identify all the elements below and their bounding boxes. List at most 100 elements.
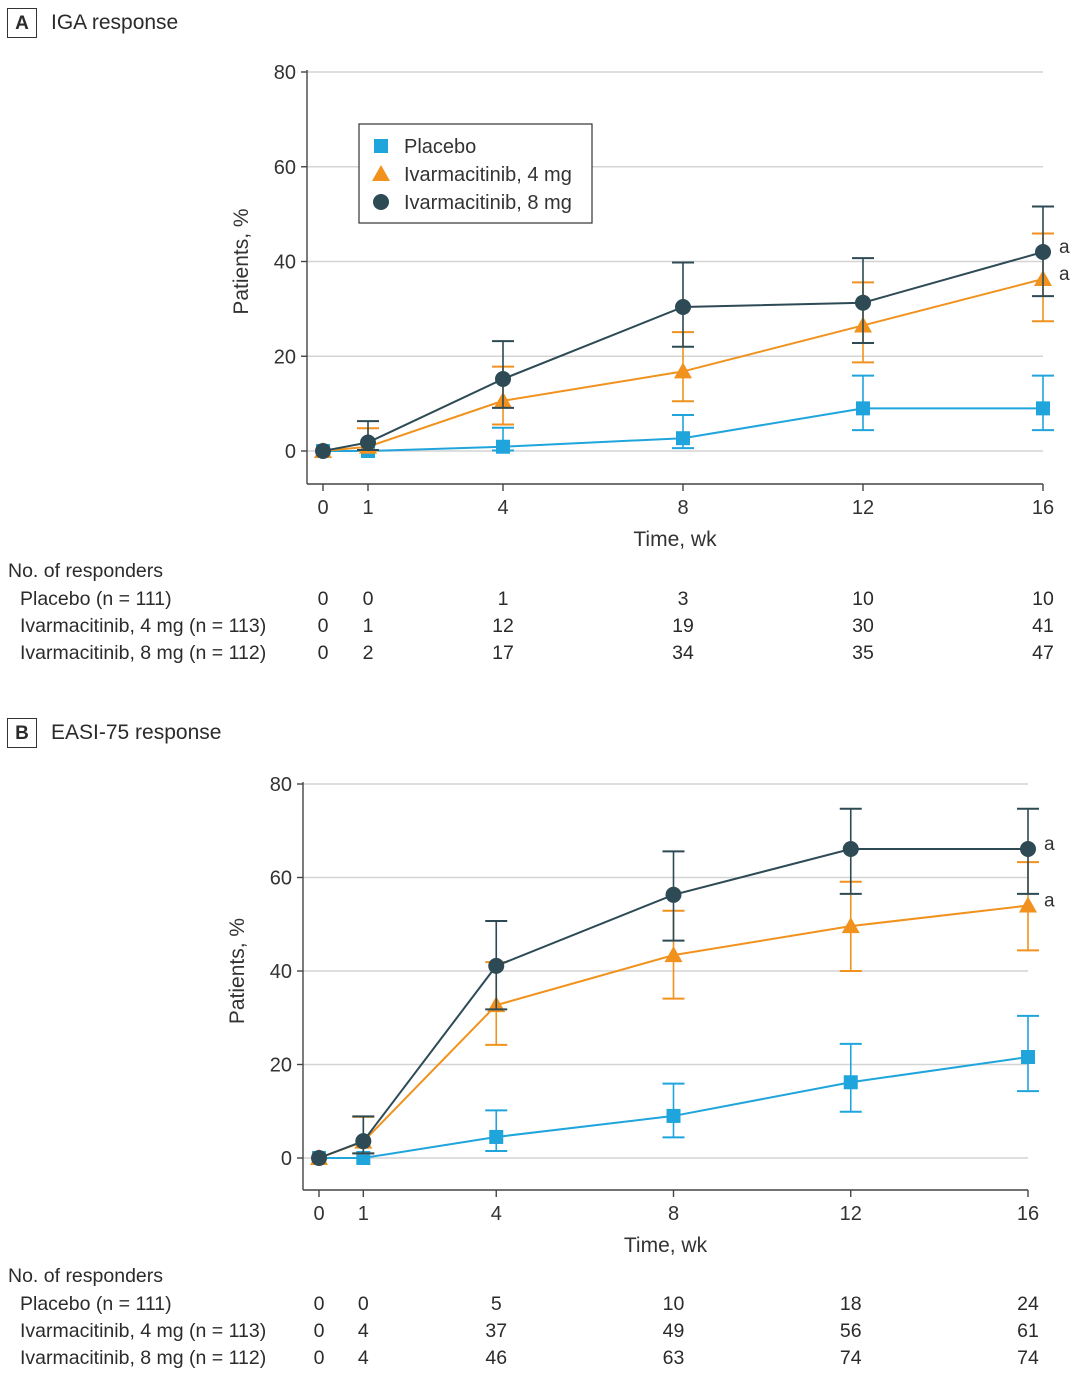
y-axis-label: Patients, % [230, 208, 253, 314]
responders-row: Ivarmacitinib, 4 mg (n = 113) 0 4 37 49 56 61 [0, 1320, 1080, 1346]
legend-label: Ivarmacitinib, 4 mg [404, 164, 572, 186]
x-tick-label: 1 [362, 497, 373, 519]
y-tick-label: 80 [270, 774, 292, 796]
y-tick-label: 20 [274, 346, 296, 368]
responders-count: 46 [485, 1347, 508, 1369]
data-point [855, 294, 871, 311]
y-tick-label: 0 [285, 441, 296, 463]
responders-count: 12 [492, 615, 514, 637]
series-square [312, 1014, 1039, 1165]
data-point [1020, 840, 1036, 857]
data-point [665, 886, 682, 903]
series-line [322, 278, 1044, 452]
significance-annotation: a [1044, 891, 1055, 912]
series-line [319, 1056, 1029, 1159]
y-tick-label: 40 [270, 961, 292, 983]
responders-heading: No. of responders [8, 560, 164, 582]
responders-count: 37 [485, 1320, 508, 1342]
data-point [841, 917, 860, 934]
x-tick-label: 4 [497, 497, 508, 519]
responders-count: 10 [852, 588, 874, 610]
responders-count: 10 [1032, 588, 1054, 610]
y-tick-label: 80 [274, 62, 296, 84]
data-point [315, 443, 331, 459]
x-tick-label: 4 [491, 1203, 502, 1225]
responders-row-label: Placebo (n = 111) [20, 588, 172, 610]
chart-a: 0 20 40 60 80 0 1 4 8 12 16 Time, wk Patients, % aa Pl… [230, 62, 1070, 551]
responders-count: 19 [672, 615, 694, 637]
responders-count: 56 [839, 1320, 862, 1342]
responders-heading: No. of responders [8, 1265, 164, 1287]
responders-count: 0 [362, 588, 374, 610]
responders-count: 74 [1017, 1347, 1039, 1369]
series-square [316, 374, 1054, 458]
data-point [489, 1129, 504, 1144]
responders-count: 17 [492, 642, 514, 664]
data-point [355, 1133, 372, 1150]
x-tick-label: 16 [1017, 1203, 1039, 1225]
x-tick-label: 12 [852, 497, 874, 519]
data-point [311, 1150, 327, 1166]
data-point [495, 370, 511, 387]
responders-count: 49 [662, 1320, 685, 1342]
data-point [843, 1075, 858, 1090]
series-triangle [314, 232, 1054, 458]
data-point [360, 434, 376, 451]
data-point [675, 298, 691, 315]
data-point [842, 840, 859, 857]
responders-count: 47 [1032, 642, 1054, 664]
responders-row: Ivarmacitinib, 8 mg (n = 112) 0 4 46 63 74 74 [0, 1347, 1080, 1373]
responders-count: 0 [317, 642, 329, 664]
chart-b: 0 20 40 60 80 0 1 4 8 12 16 Time, wk Patients, % a a [226, 774, 1055, 1257]
responders-count: 1 [497, 588, 509, 610]
y-tick-label: 60 [274, 157, 296, 179]
data-point [356, 1151, 371, 1165]
responders-row: Placebo (n = 111) 0 0 5 10 18 24 [0, 1293, 1080, 1319]
panel-a-letter: A [7, 8, 37, 38]
y-tick-label: 40 [274, 252, 296, 274]
y-tick-label: 60 [270, 868, 292, 890]
responders-row-label: Ivarmacitinib, 8 mg (n = 112) [20, 1347, 267, 1369]
data-point [1036, 401, 1050, 416]
legend-marker [373, 194, 389, 210]
responders-count: 41 [1032, 615, 1054, 637]
responders-count: 1 [362, 615, 374, 637]
x-tick-label: 8 [677, 497, 688, 519]
significance-annotation: a [1059, 264, 1070, 285]
responders-count: 0 [313, 1347, 325, 1369]
responders-count: 74 [839, 1347, 862, 1369]
responders-count: 30 [852, 615, 874, 637]
panel-b-title: EASI-75 response [51, 721, 222, 744]
legend-box [358, 123, 593, 224]
panel-a-title: IGA response [51, 11, 179, 34]
x-tick-label: 8 [668, 1203, 679, 1225]
responders-count: 24 [1017, 1293, 1039, 1315]
responders-count: 5 [490, 1293, 502, 1315]
data-point [666, 1108, 681, 1123]
panel-a-header: A IGA response [7, 6, 178, 40]
x-tick-label: 12 [840, 1203, 862, 1225]
data-point [856, 401, 870, 416]
series-circle [315, 205, 1054, 459]
responders-count: 10 [662, 1293, 685, 1315]
data-point [488, 957, 505, 974]
series-circle [311, 807, 1039, 1166]
panel-b: 0 20 40 60 80 0 1 4 8 12 16 Time, wk Patients, % a a B… [0, 710, 1080, 1380]
legend-label: Placebo [404, 136, 476, 158]
data-point [1019, 896, 1037, 913]
responders-count: 34 [672, 642, 694, 664]
panel-b-header: B EASI-75 response [7, 716, 221, 750]
x-tick-label: 16 [1032, 497, 1054, 519]
responders-row: Ivarmacitinib, 8 mg (n = 112) 0 2 17 34 35 47 [0, 642, 1080, 668]
responders-row-label: Ivarmacitinib, 8 mg (n = 112) [20, 642, 267, 664]
responders-row: Ivarmacitinib, 4 mg (n = 113) 0 1 12 19 30 41 [0, 615, 1080, 641]
responders-table-b: No. of responders Placebo (n = 111) 0 0 5 10… [0, 1265, 1080, 1380]
significance-annotation: a [1059, 237, 1070, 258]
y-axis-label: Patients, % [226, 918, 249, 1024]
x-axis-label: Time, wk [633, 528, 717, 551]
x-axis-label: Time, wk [624, 1234, 708, 1257]
responders-count: 4 [357, 1320, 369, 1342]
responders-row-label: Ivarmacitinib, 4 mg (n = 113) [20, 615, 267, 637]
responders-row-label: Placebo (n = 111) [20, 1293, 172, 1315]
y-tick-label: 0 [281, 1148, 292, 1170]
